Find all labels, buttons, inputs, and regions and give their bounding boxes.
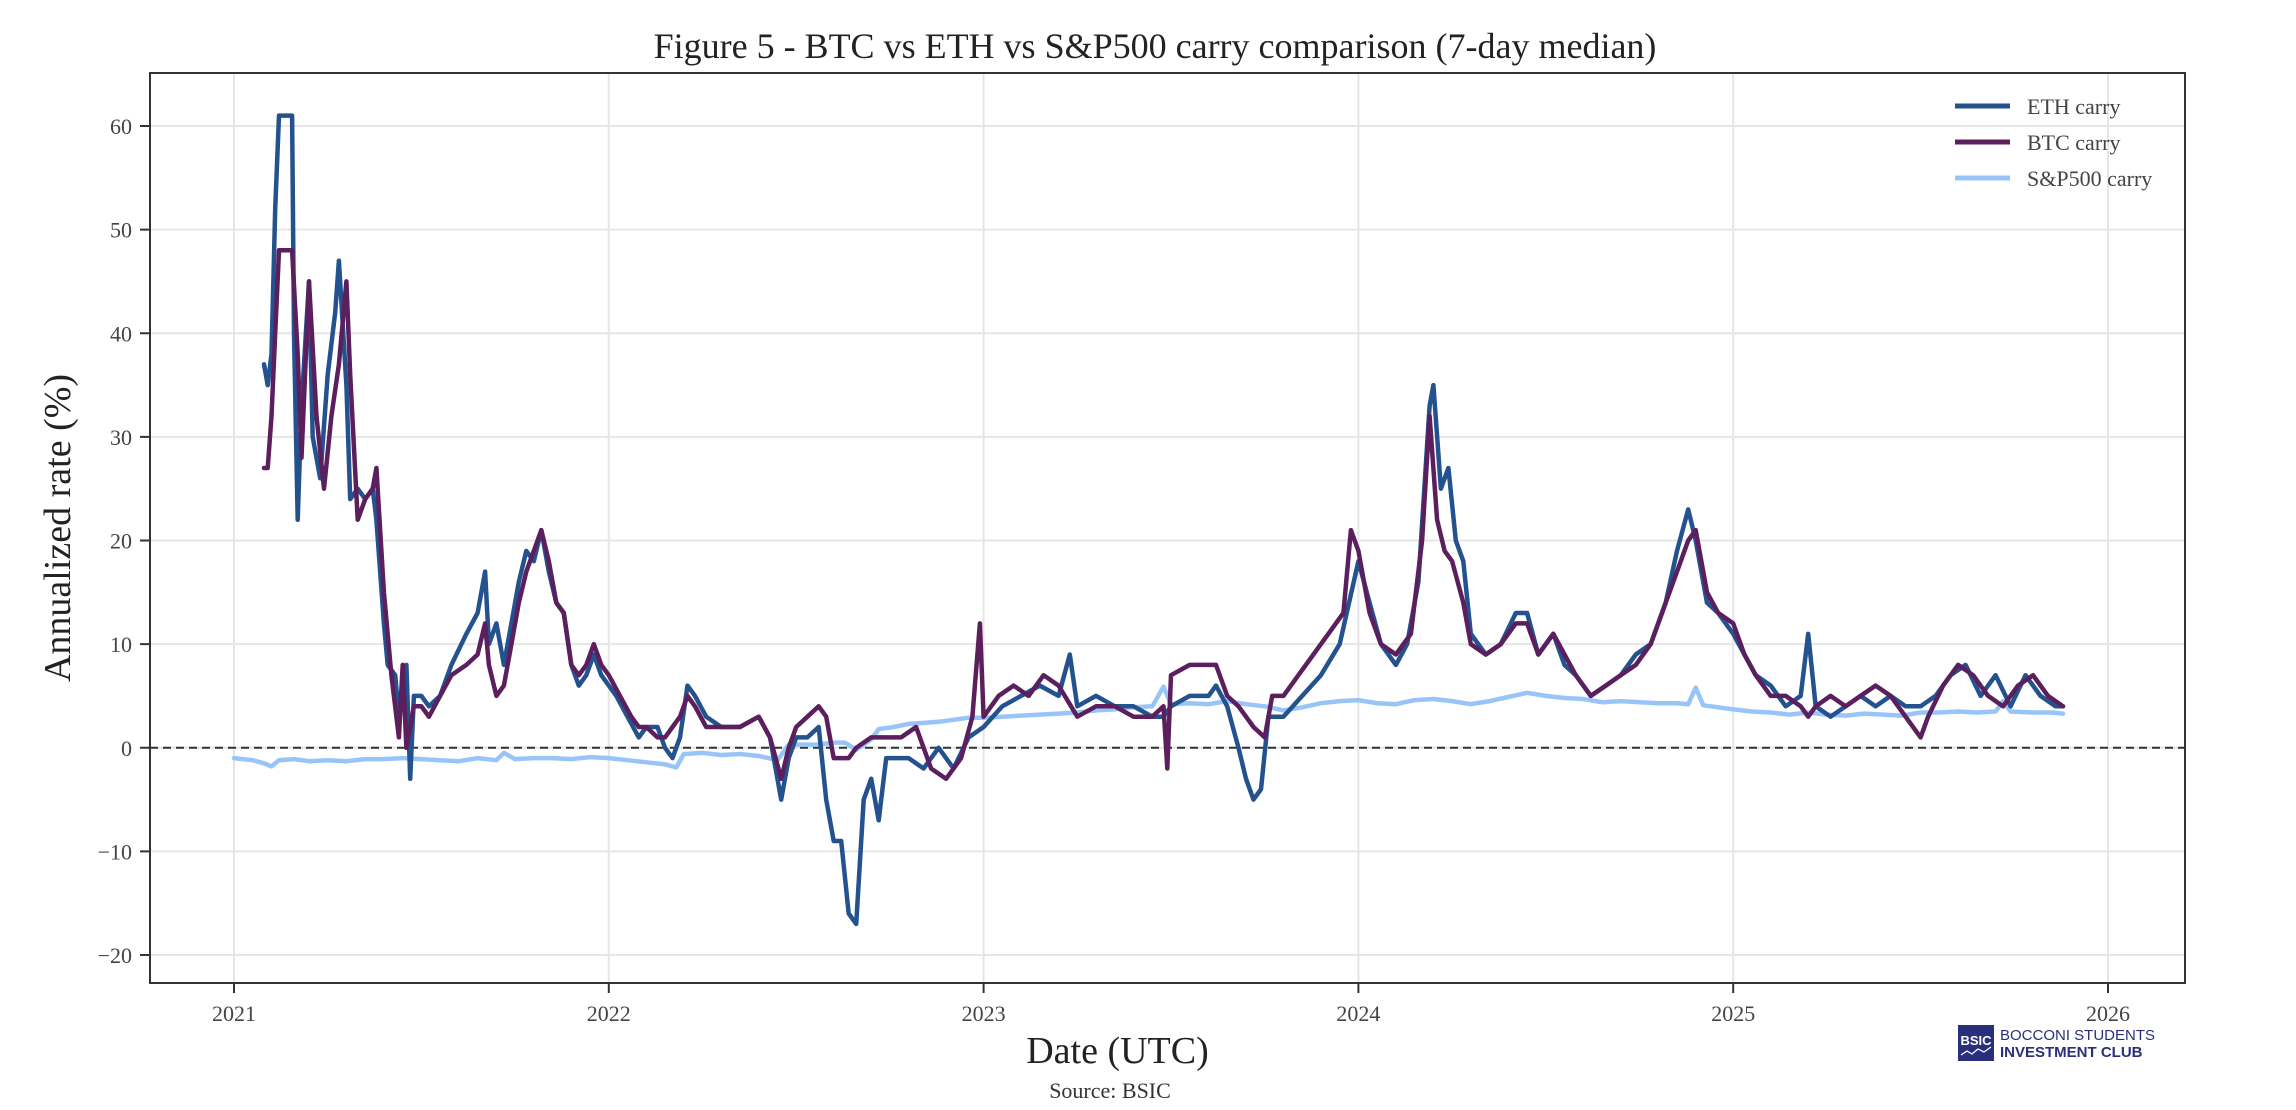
legend-label: BTC carry [2027,130,2120,155]
series-line-s-p500-carry [231,684,2066,770]
y-axis: 60 50 40 30 20 10 0 −10 −20 [98,114,150,968]
x-tick-label: 2025 [1711,1001,1755,1026]
series-layer [231,113,2066,927]
y-tick-label: 20 [110,529,132,554]
y-tick-label: −10 [98,839,132,864]
y-tick-label: 10 [110,632,132,657]
logo-abbrev: BSIC [1960,1033,1992,1048]
logo-square [1958,1025,1994,1061]
x-axis: 2021 2022 2023 2024 2025 2026 [212,983,2130,1026]
series-line-eth-carry [261,113,2066,927]
series-line-btc-carry [261,248,2066,782]
plot-frame [149,72,2186,984]
y-axis-label: Annualized rate (%) [37,374,79,682]
y-tick-label: 40 [110,321,132,346]
x-tick-label: 2024 [1336,1001,1380,1026]
logo-line2: INVESTMENT CLUB [2000,1044,2143,1061]
legend: ETH carry BTC carry S&P500 carry [1955,94,2152,191]
y-tick-label: 30 [110,425,132,450]
x-tick-label: 2021 [212,1001,256,1026]
source-note: Source: BSIC [1049,1078,1171,1103]
x-tick-label: 2026 [2086,1001,2130,1026]
y-tick-label: 0 [121,736,132,761]
x-tick-label: 2022 [587,1001,631,1026]
x-tick-label: 2023 [962,1001,1006,1026]
y-tick-label: 50 [110,218,132,243]
legend-label: S&P500 carry [2027,166,2152,191]
chart-title: Figure 5 - BTC vs ETH vs S&P500 carry co… [654,26,1657,66]
y-tick-label: 60 [110,114,132,139]
y-tick-label: −20 [98,943,132,968]
legend-label: ETH carry [2027,94,2120,119]
logo-chart-icon [1960,1046,1992,1056]
bsic-logo: BSIC BOCCONI STUDENTS INVESTMENT CLUB [1958,1025,2155,1061]
logo-line1: BOCCONI STUDENTS [2000,1027,2155,1044]
x-axis-label: Date (UTC) [1026,1030,1209,1072]
